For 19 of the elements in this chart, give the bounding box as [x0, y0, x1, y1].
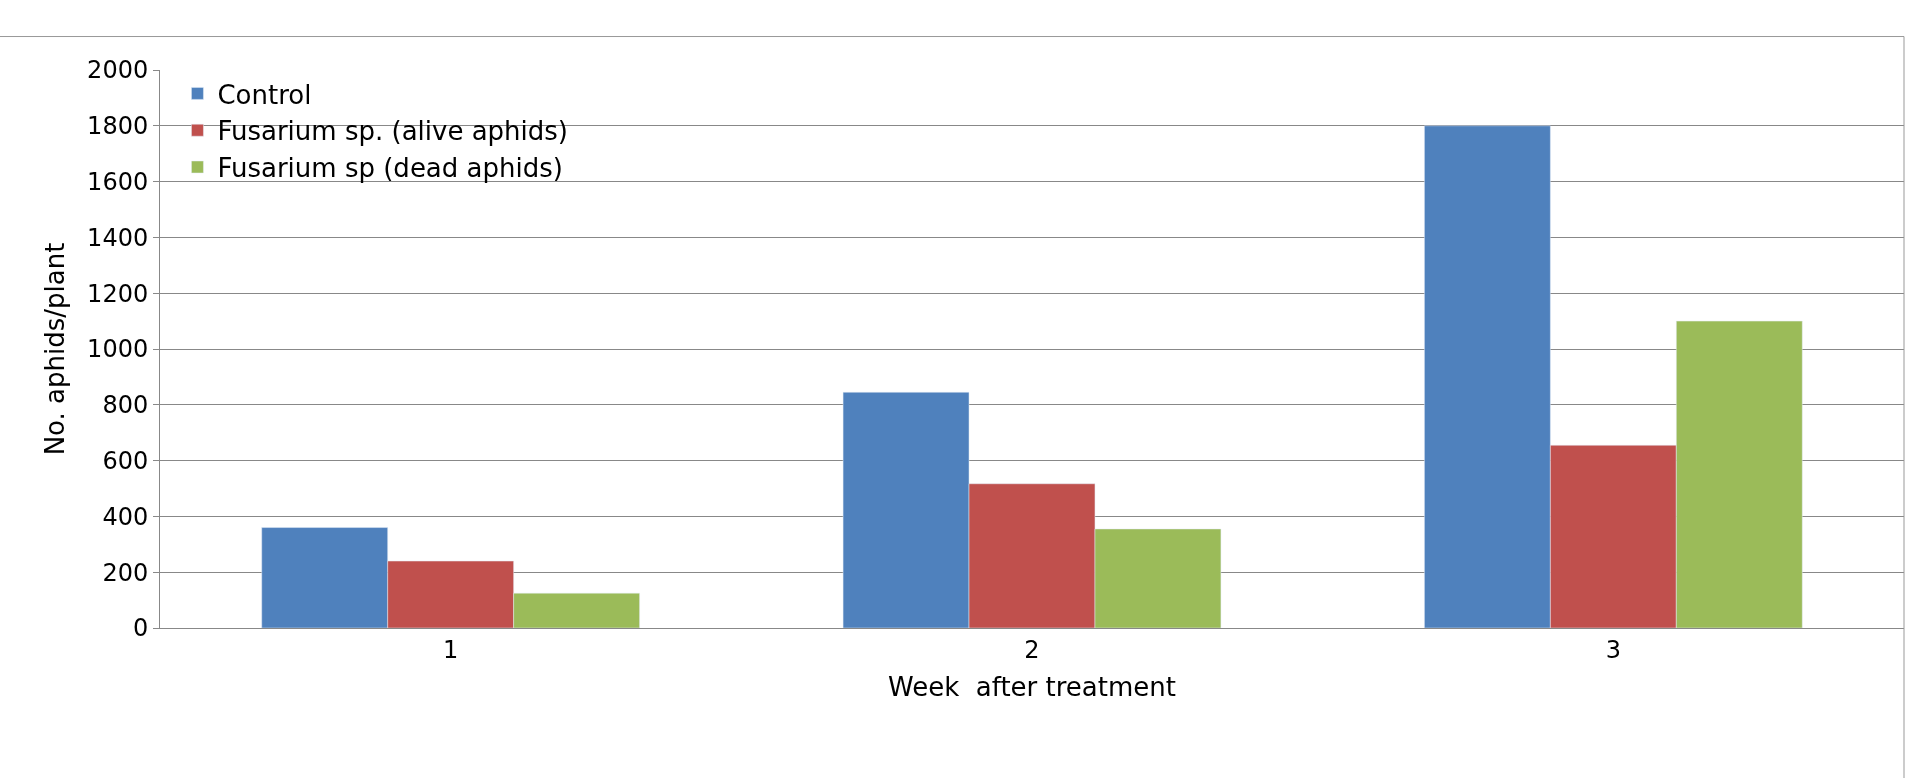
y-tick-label: 1800	[87, 112, 149, 141]
y-tick-label: 200	[102, 558, 149, 587]
y-tick-label: 800	[102, 391, 149, 420]
y-tick-label: 1200	[87, 279, 149, 308]
x-tick-label: 3	[1605, 635, 1621, 664]
y-tick-label: 0	[132, 614, 149, 643]
y-tick-label: 1000	[87, 335, 149, 364]
y-tick-label: 400	[102, 502, 149, 531]
legend-label: Control	[217, 79, 312, 110]
y-tick-label: 1600	[87, 168, 149, 196]
x-tick-label: 2	[1024, 635, 1040, 664]
y-tick-label: 2000	[87, 56, 149, 85]
x-axis-title: Week after treatment	[888, 672, 1176, 703]
y-tick-label: 1400	[87, 223, 149, 252]
x-tick-label: 1	[443, 635, 459, 664]
legend-label: Fusarium sp (dead aphids)	[217, 153, 563, 184]
y-tick-label: 600	[102, 447, 149, 475]
legend-label: Fusarium sp. (alive aphids)	[217, 116, 568, 147]
y-axis-title: No. aphids/plant	[39, 242, 70, 456]
